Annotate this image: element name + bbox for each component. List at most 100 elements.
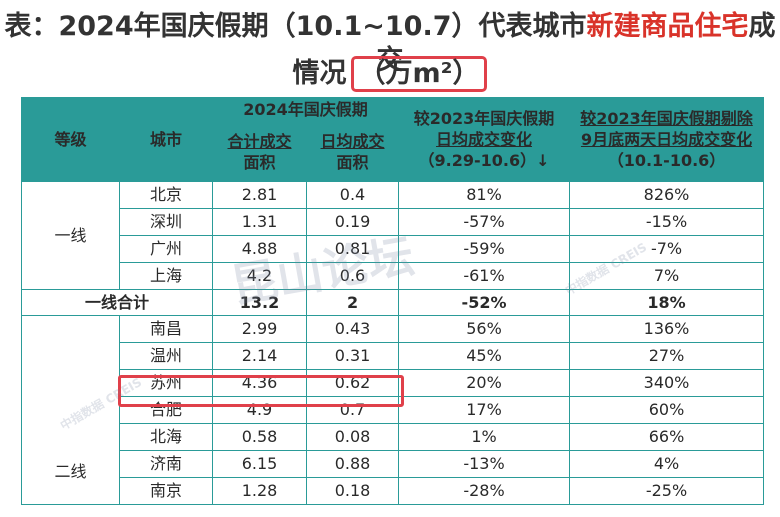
total-cell: 4.88 (212, 235, 307, 263)
city-cell: 温州 (119, 342, 213, 370)
subtotal-chg2: 18% (569, 289, 765, 316)
daily-cell: 0.31 (305, 342, 400, 370)
chg1-cell: 81% (398, 181, 571, 209)
header-total-area-l2: 面积 (243, 153, 276, 172)
header-vs2023-holiday-l3: （9.29-10.6）↓ (418, 151, 550, 170)
table-title-line1: 表：2024年国庆假期（10.1~10.7）代表城市新建商品住宅成交 (0, 10, 780, 78)
daily-cell: 0.43 (305, 315, 400, 343)
header-city: 城市 (119, 97, 213, 182)
table-row: 深圳 1.31 0.19 -57% -15% (22, 208, 765, 236)
header-daily-area-l2: 面积 (336, 153, 369, 172)
daily-cell: 0.18 (305, 477, 400, 505)
city-cell: 广州 (119, 235, 213, 263)
title-suffix: 成交 (376, 11, 776, 76)
table-row: 二线 南昌 2.99 0.43 56% 136% (21, 315, 765, 505)
subtotal-chg1: -52% (398, 289, 571, 316)
chg1-cell: -59% (398, 235, 571, 263)
header-grade: 等级 (21, 97, 120, 182)
table-row: 温州 2.14 0.31 45% 27% (22, 342, 765, 370)
table-row: 济南 6.15 0.88 -13% 4% (22, 450, 765, 478)
city-cell: 合肥 (119, 396, 213, 424)
chg1-cell: -61% (398, 262, 571, 290)
chg2-cell: -7% (569, 235, 765, 263)
city-cell: 南昌 (119, 315, 213, 343)
total-cell: 1.31 (212, 208, 307, 236)
city-cell: 上海 (119, 262, 213, 290)
table-row: 南京 1.28 0.18 -28% -25% (22, 477, 765, 505)
table-row: 苏州 4.36 0.62 20% 340% (22, 369, 765, 397)
header-vs2023-sept-l3: （10.1-10.6） (607, 151, 726, 170)
header-daily-area-l1: 日均成交 (320, 132, 385, 151)
chg1-cell: 17% (398, 396, 571, 424)
total-cell: 0.58 (212, 423, 307, 451)
chg2-cell: 136% (569, 315, 765, 343)
total-cell: 6.15 (212, 450, 307, 478)
table-row: 上海 4.2 0.6 -61% 7% (22, 262, 765, 290)
subtotal-total: 13.2 (212, 289, 307, 316)
header-row-1: 等级 城市 2024年国庆假期 较2023年国庆假期 日均成交变化 （9.29-… (21, 97, 765, 182)
header-vs2023-holiday: 较2023年国庆假期 日均成交变化 （9.29-10.6）↓ (398, 97, 571, 182)
chg2-cell: 7% (569, 262, 765, 290)
daily-cell: 0.7 (305, 396, 400, 424)
daily-cell: 0.62 (305, 369, 400, 397)
header-total-area-l1: 合计成交 (227, 132, 292, 151)
table-row: 广州 4.88 0.81 -59% -7% (22, 235, 765, 263)
chg2-cell: 66% (569, 423, 765, 451)
table-row: 一线 北京 2.81 0.4 81% 826% (21, 181, 765, 290)
chg1-cell: -57% (398, 208, 571, 236)
table-row: 合肥 4.9 0.7 17% 60% (22, 396, 765, 424)
city-cell: 苏州 (119, 369, 213, 397)
chg1-cell: -28% (398, 477, 571, 505)
city-cell: 南京 (119, 477, 213, 505)
total-cell: 4.2 (212, 262, 307, 290)
header-row-2: 合计成交 面积 日均成交 面积 (22, 122, 764, 182)
chg2-cell: 826% (569, 181, 765, 209)
header-vs2023-sept: 较2023年国庆假期剔除 9月底两天日均成交变化 （10.1-10.6） (569, 97, 765, 182)
chg1-cell: 20% (398, 369, 571, 397)
table-row: 北海 0.58 0.08 1% 66% (22, 423, 765, 451)
title-highlight: 新建商品住宅 (586, 11, 749, 42)
daily-cell: 0.19 (305, 208, 400, 236)
chg2-cell: -15% (569, 208, 765, 236)
chg1-cell: 45% (398, 342, 571, 370)
total-cell: 1.28 (212, 477, 307, 505)
grade-cell: 二线 (21, 315, 120, 505)
chg2-cell: 27% (569, 342, 765, 370)
header-vs2023-holiday-l2: 日均成交变化 (436, 130, 533, 149)
daily-cell: 0.6 (305, 262, 400, 290)
subtotal-daily: 2 (305, 289, 400, 316)
title-prefix: 表：2024年国庆假期（10.1~10.7）代表城市 (4, 11, 587, 42)
title-line2-prefix: 情况 (292, 58, 347, 89)
subtotal-row: 一线合计 13.2 2 -52% 18% (21, 289, 765, 316)
chg2-cell: -25% (569, 477, 765, 505)
header-total-area: 合计成交 面积 (212, 122, 307, 182)
chg1-cell: 1% (398, 423, 571, 451)
chg2-cell: 60% (569, 396, 765, 424)
daily-cell: 0.88 (305, 450, 400, 478)
daily-cell: 0.08 (305, 423, 400, 451)
chg2-cell: 340% (569, 369, 765, 397)
chg1-cell: -13% (398, 450, 571, 478)
total-cell: 2.81 (212, 181, 307, 209)
header-vs2023-sept-l2: 9月底两天日均成交变化 (580, 130, 753, 149)
daily-cell: 0.81 (305, 235, 400, 263)
city-cell: 北京 (119, 181, 213, 209)
city-cell: 济南 (119, 450, 213, 478)
unit-highlight-box: （万m²） (350, 56, 488, 92)
header-daily-area: 日均成交 面积 (305, 122, 400, 182)
header-vs2023-sept-l1: 较2023年国庆假期剔除 (580, 109, 753, 128)
total-cell: 4.36 (212, 369, 307, 397)
daily-cell: 0.4 (305, 181, 400, 209)
header-group-2024: 2024年国庆假期 (211, 97, 400, 123)
grade-cell: 一线 (21, 181, 120, 290)
chg1-cell: 56% (398, 315, 571, 343)
chg2-cell: 4% (569, 450, 765, 478)
total-cell: 2.99 (212, 315, 307, 343)
city-cell: 深圳 (119, 208, 213, 236)
city-cell: 北海 (119, 423, 213, 451)
data-table: 等级 城市 2024年国庆假期 较2023年国庆假期 日均成交变化 （9.29-… (21, 97, 765, 505)
table-title-line2: 情况 （万m²） (0, 56, 780, 92)
total-cell: 4.9 (212, 396, 307, 424)
subtotal-label: 一线合计 (21, 289, 213, 316)
total-cell: 2.14 (212, 342, 307, 370)
